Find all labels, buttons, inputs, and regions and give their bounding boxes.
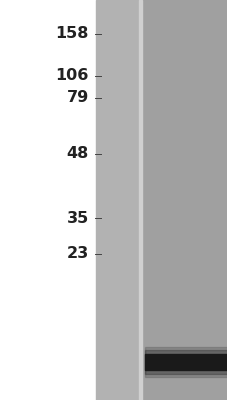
Bar bbox=[138, 0, 141, 400]
Text: 158: 158 bbox=[55, 26, 89, 42]
Bar bbox=[145, 350, 227, 374]
Bar bbox=[95, 0, 138, 400]
Text: 48: 48 bbox=[66, 146, 89, 162]
Text: 23: 23 bbox=[66, 246, 89, 262]
Text: 35: 35 bbox=[66, 210, 89, 226]
Bar bbox=[0, 0, 95, 400]
Text: 79: 79 bbox=[66, 90, 89, 106]
Bar bbox=[145, 354, 227, 370]
Text: 106: 106 bbox=[55, 68, 89, 84]
Bar bbox=[141, 0, 227, 400]
Bar bbox=[145, 347, 227, 377]
